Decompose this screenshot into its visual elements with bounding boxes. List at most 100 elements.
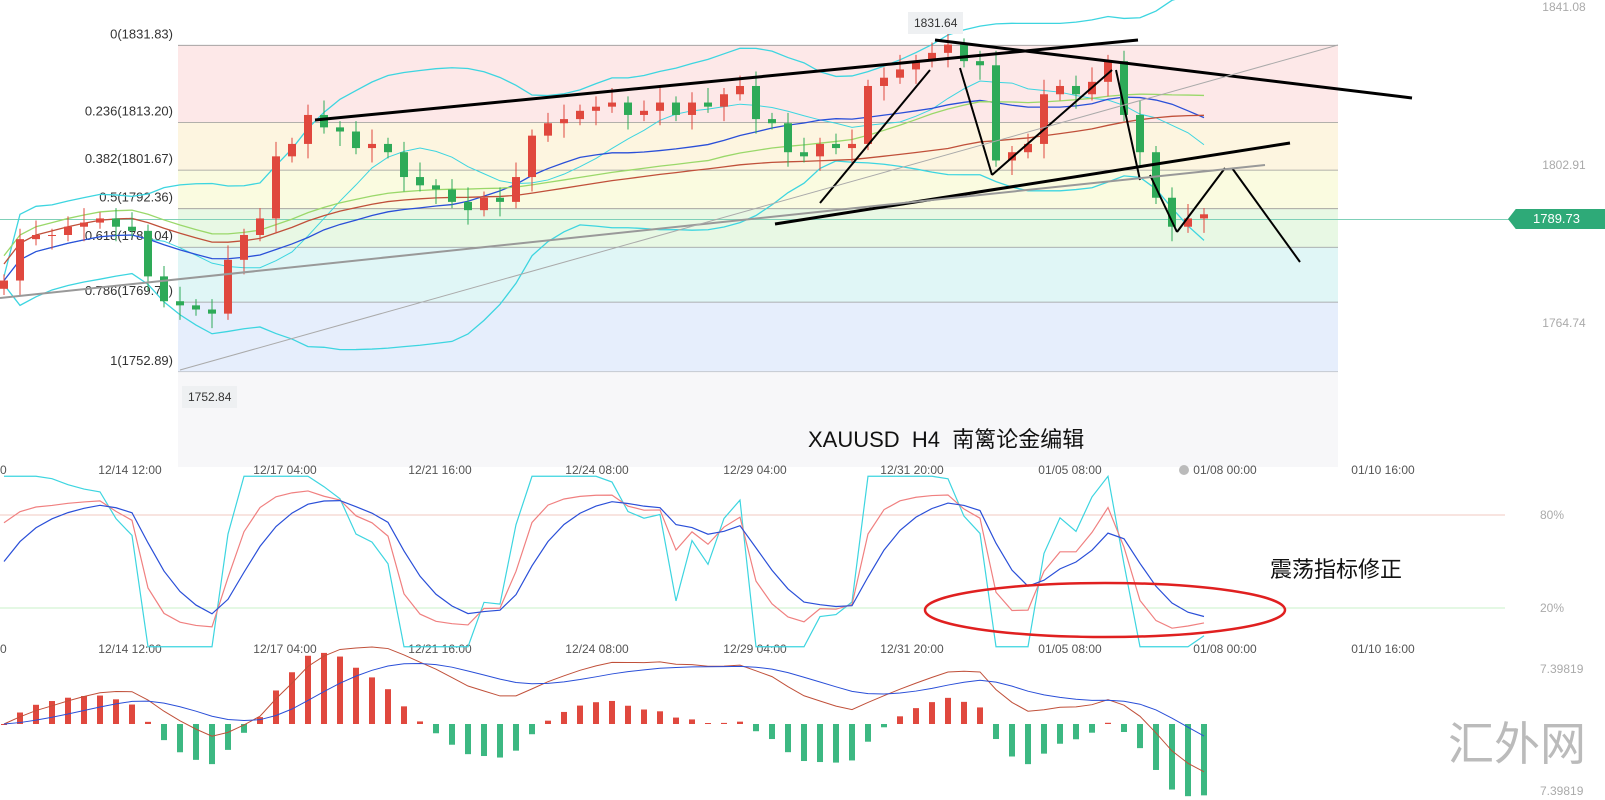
candle-body	[880, 77, 888, 86]
macd-dif-line	[3, 646, 1205, 773]
macd-histogram-bar	[209, 724, 215, 765]
time-axis-label: 0	[0, 642, 7, 656]
macd-histogram-bar	[49, 701, 55, 724]
time-axis-label: 01/05 08:00	[1038, 463, 1102, 477]
candle-body	[1200, 214, 1208, 219]
macd-histogram-bar	[33, 704, 39, 724]
macd-histogram-bar	[129, 704, 135, 724]
candle-body	[720, 94, 728, 107]
candle-body	[16, 239, 24, 281]
price-axis-label: 1841.08	[1542, 0, 1586, 14]
time-axis-label: 12/21 16:00	[408, 463, 472, 477]
fibonacci-retracement: 0(1831.83) 0.236(1813.20) 0.382(1801.67) 0.…	[0, 26, 1510, 468]
chart-lower-area	[178, 372, 1338, 468]
macd-histogram-bar	[897, 716, 903, 724]
candle-body	[256, 218, 264, 235]
time-axis-label: 12/17 04:00	[253, 642, 317, 656]
fib-level-label: 0.236(1813.20)	[85, 103, 173, 118]
ma-red	[3, 114, 1205, 265]
macd-histogram-bar	[1057, 724, 1063, 744]
candle-body	[816, 143, 824, 157]
macd-panel: 7.39819 7.39819	[1, 646, 1584, 798]
trend-drawings	[0, 38, 1413, 371]
candle-body	[144, 230, 152, 277]
candle-body	[976, 61, 984, 66]
macd-histogram-bar	[65, 697, 71, 724]
macd-histogram-bar	[1025, 724, 1031, 765]
candle-body	[272, 156, 280, 219]
candle-body	[624, 102, 632, 115]
macd-histogram-bar	[465, 724, 471, 755]
candle-body	[560, 119, 568, 124]
macd-histogram-bar	[433, 724, 439, 734]
candle-body	[784, 123, 792, 153]
price-axis-label: 1764.74	[1542, 316, 1586, 330]
time-axis-label: 12/14 12:00	[98, 463, 162, 477]
candle-body	[432, 185, 440, 190]
low-marker: 1752.84	[182, 386, 238, 408]
candle-body	[128, 226, 136, 231]
macd-histogram-bar	[1041, 724, 1047, 754]
candle-body	[592, 106, 600, 111]
current-price-tag: 1789.73	[1508, 209, 1605, 229]
trendline-upper	[314, 38, 1139, 122]
time-axis-label: 12/17 04:00	[253, 463, 317, 477]
time-axis-label: 01/10 16:00	[1351, 463, 1415, 477]
candle-body	[896, 69, 904, 78]
candle-body	[704, 102, 712, 107]
macd-histogram-bar	[401, 706, 407, 724]
candle-body	[384, 143, 392, 153]
ma-green	[3, 93, 1205, 257]
candle-body	[64, 226, 72, 235]
candle-body	[192, 305, 200, 310]
fib-level-label: 1(1752.89)	[110, 353, 173, 368]
candle-body	[80, 222, 88, 227]
macd-histogram-bar	[849, 724, 855, 761]
candle-body	[688, 102, 696, 115]
time-axis-label: 01/08 00:00	[1193, 642, 1257, 656]
candle-body	[1136, 114, 1144, 153]
macd-histogram-bar	[977, 707, 983, 724]
candle-body	[368, 143, 376, 149]
macd-histogram-bar	[737, 721, 743, 724]
time-axis-label: 12/31 20:00	[880, 463, 944, 477]
candle-body	[512, 177, 520, 202]
macd-histogram-bar	[1153, 724, 1159, 770]
macd-histogram-bar	[1169, 724, 1175, 790]
macd-histogram-bar	[625, 705, 631, 724]
macd-histogram-bar	[513, 724, 519, 751]
high-marker: 1831.64	[908, 12, 964, 34]
fib-level-label: 0(1831.83)	[110, 26, 173, 41]
macd-histogram-bar	[785, 724, 791, 753]
macd-histogram-bar	[1201, 724, 1207, 796]
candle-body	[1168, 197, 1176, 227]
fib-level-label: 0.5(1792.36)	[99, 190, 173, 205]
candle-body	[864, 85, 872, 144]
highlight-ellipse	[923, 581, 1287, 639]
trendline-gray	[0, 164, 1266, 299]
candle-body	[464, 201, 472, 211]
candle-body	[912, 61, 920, 70]
macd-histogram-bar	[721, 722, 727, 724]
macd-histogram-bar	[1009, 724, 1015, 757]
macd-histogram-bar	[801, 724, 807, 762]
candle-body	[832, 143, 840, 149]
candle-body	[1184, 218, 1192, 227]
macd-histogram-bar	[1121, 724, 1127, 733]
candle-body	[1024, 143, 1032, 153]
candle-body	[336, 127, 344, 132]
candle-body	[224, 259, 232, 314]
candle-body	[768, 119, 776, 124]
macd-histogram-bar	[1105, 722, 1111, 724]
macd-histogram-bar	[577, 705, 583, 724]
candle-body	[1152, 152, 1160, 198]
candle-body	[1040, 94, 1048, 144]
time-axis-label: 01/05 08:00	[1038, 642, 1102, 656]
time-axis-label: 12/14 12:00	[98, 642, 162, 656]
bollinger-bands	[3, 0, 1205, 351]
time-cursor	[1179, 465, 1189, 475]
macd-histogram-bar	[305, 655, 311, 724]
candle-body	[1072, 85, 1080, 95]
candle-body	[800, 152, 808, 157]
osc-j-line	[4, 474, 1205, 648]
